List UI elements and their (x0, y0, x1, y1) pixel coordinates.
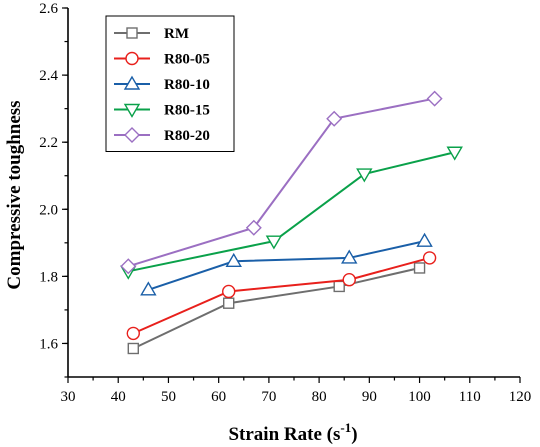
legend-label: R80-05 (164, 52, 210, 68)
y-tick-label: 2.2 (39, 135, 58, 151)
legend-label: R80-15 (164, 103, 210, 119)
series-line-r80-15 (128, 151, 455, 273)
data-point-r80-10 (225, 252, 242, 267)
legend-label: RM (164, 26, 189, 42)
x-axis-title-superscript: -1 (340, 420, 351, 435)
x-tick-label: 30 (61, 389, 76, 405)
legend-item-rm: RM (114, 26, 189, 42)
y-tick-label: 2.0 (39, 202, 58, 218)
x-tick-label: 80 (312, 389, 327, 405)
legend-item-r80-15: R80-15 (114, 103, 210, 119)
x-tick-label: 110 (459, 389, 481, 405)
data-point-rm (223, 297, 235, 309)
data-point-rm (333, 280, 345, 293)
legend-marker (123, 75, 141, 90)
data-point-rm (127, 342, 139, 355)
series-line-r80-20 (127, 97, 435, 268)
x-tick-label: 60 (211, 389, 226, 405)
series-line-rm (132, 267, 420, 350)
series-line-r80-05 (132, 256, 430, 335)
x-axis-title-close: ) (351, 424, 357, 445)
data-point-rm (413, 262, 426, 274)
data-point-r80-05 (222, 284, 236, 299)
legend-item-r80-05: R80-05 (114, 52, 210, 68)
data-point-r80-20 (326, 110, 343, 127)
legend-marker (124, 127, 140, 143)
data-point-r80-05 (126, 326, 140, 341)
legend: RM R80-05 R80-10 R80-15 R80-20 (105, 15, 235, 152)
x-tick-label: 100 (408, 389, 431, 405)
legend-marker (123, 103, 141, 118)
series-rm (127, 262, 426, 355)
data-point-r80-15 (446, 146, 463, 161)
legend-marker (126, 27, 138, 39)
legend-marker (125, 51, 139, 66)
data-point-r80-20 (120, 258, 137, 275)
data-point-r80-10 (416, 232, 433, 247)
legend-item-r80-10: R80-10 (114, 75, 210, 93)
y-tick-label: 1.6 (39, 336, 58, 352)
y-tick-label: 2.6 (39, 1, 58, 17)
data-point-r80-10 (341, 249, 358, 264)
x-tick-label: 50 (161, 389, 176, 405)
series-layer (120, 90, 463, 355)
data-point-r80-05 (422, 251, 437, 265)
x-tick-label: 120 (509, 389, 532, 405)
series-r80-20 (120, 90, 443, 275)
data-point-r80-20 (245, 219, 262, 236)
legend-label: R80-20 (164, 128, 210, 144)
data-point-r80-05 (342, 273, 356, 287)
series-r80-05 (126, 251, 437, 341)
x-axis-title-text: Strain Rate (s (228, 424, 340, 445)
axes: 30 40 50 60 70 80 90 100 110 120 1.6 1.8 2.0 2.2 2.4 2.… (39, 1, 531, 405)
y-tick-label: 2.4 (39, 68, 58, 84)
data-point-r80-15 (356, 168, 373, 183)
data-point-r80-20 (426, 90, 443, 107)
x-tick-label: 40 (111, 389, 126, 405)
series-r80-10 (140, 232, 433, 296)
data-point-r80-10 (140, 281, 157, 296)
y-tick-label: 1.8 (39, 269, 58, 285)
y-axis-title: Compressive toughness (4, 100, 25, 289)
x-tick-label: 90 (362, 389, 377, 405)
x-axis-title: Strain Rate (s-1) (228, 420, 357, 445)
legend-item-r80-20: R80-20 (114, 127, 210, 144)
legend-label: R80-10 (164, 77, 210, 93)
x-tick-label: 70 (261, 389, 276, 405)
data-point-r80-15 (265, 235, 283, 250)
series-line-r80-10 (148, 240, 425, 291)
